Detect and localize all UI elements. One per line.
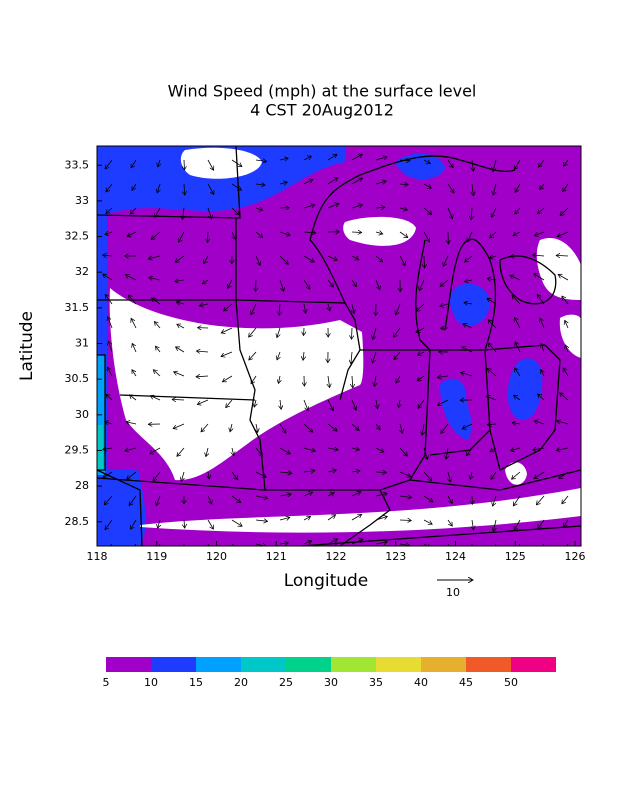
colorbar-box bbox=[106, 657, 151, 672]
wind-arrow bbox=[256, 280, 257, 292]
x-tick-label: 121 bbox=[266, 550, 287, 563]
colorbar-box bbox=[421, 657, 466, 672]
x-tick-label: 124 bbox=[445, 550, 466, 563]
y-tick-label: 30 bbox=[75, 408, 89, 421]
y-tick-label: 31.5 bbox=[65, 301, 90, 314]
y-tick-label: 32.5 bbox=[65, 230, 90, 243]
colorbar-box bbox=[196, 657, 241, 672]
x-tick-label: 123 bbox=[385, 550, 406, 563]
x-tick-label: 126 bbox=[565, 550, 586, 563]
x-tick-label: 120 bbox=[206, 550, 227, 563]
wind-arrow bbox=[472, 496, 473, 504]
colorbar-box bbox=[286, 657, 331, 672]
x-tick-label: 122 bbox=[326, 550, 347, 563]
colorbar-label: 40 bbox=[414, 676, 428, 689]
x-tick-label: 119 bbox=[146, 550, 167, 563]
colorbar-label: 10 bbox=[144, 676, 158, 689]
colorbar-label: 35 bbox=[369, 676, 383, 689]
y-tick-label: 33 bbox=[75, 194, 89, 207]
y-tick-label: 28.5 bbox=[65, 515, 90, 528]
y-tick-label: 29.5 bbox=[65, 443, 90, 456]
x-axis-label: Longitude bbox=[284, 571, 369, 591]
wind-arrow bbox=[184, 160, 185, 170]
colorbar-box bbox=[241, 657, 286, 672]
map-area bbox=[97, 146, 581, 555]
y-tick-label: 28 bbox=[75, 479, 89, 492]
wind-arrow bbox=[400, 520, 411, 521]
colorbar-box bbox=[511, 657, 556, 672]
wind-arrow bbox=[304, 328, 305, 336]
x-tick-label: 125 bbox=[505, 550, 526, 563]
colorbar-label: 20 bbox=[234, 676, 248, 689]
x-tick-label: 118 bbox=[87, 550, 108, 563]
y-tick-label: 33.5 bbox=[65, 158, 90, 171]
wind-arrow bbox=[352, 232, 362, 233]
y-tick-label: 32 bbox=[75, 265, 89, 278]
colorbar-label: 25 bbox=[279, 676, 293, 689]
colorbar-box bbox=[331, 657, 376, 672]
contour-fill bbox=[97, 425, 103, 470]
colorbar-box bbox=[466, 657, 511, 672]
chart-subtitle: 4 CST 20Aug2012 bbox=[250, 101, 394, 120]
chart-title: Wind Speed (mph) at the surface level bbox=[168, 82, 477, 101]
colorbar-box bbox=[151, 657, 196, 672]
colorbar-label: 45 bbox=[459, 676, 473, 689]
colorbar-label: 30 bbox=[324, 676, 338, 689]
y-tick-label: 31 bbox=[75, 337, 89, 350]
colorbar-label: 15 bbox=[189, 676, 203, 689]
wind-arrow bbox=[208, 232, 209, 243]
y-axis-label: Latitude bbox=[17, 311, 37, 381]
colorbar-label: 5 bbox=[103, 676, 110, 689]
wind-arrow bbox=[352, 328, 353, 339]
y-tick-label: 30.5 bbox=[65, 372, 90, 385]
colorbar-box bbox=[376, 657, 421, 672]
reference-vector-label: 10 bbox=[446, 586, 460, 599]
colorbar-label: 50 bbox=[504, 676, 518, 689]
